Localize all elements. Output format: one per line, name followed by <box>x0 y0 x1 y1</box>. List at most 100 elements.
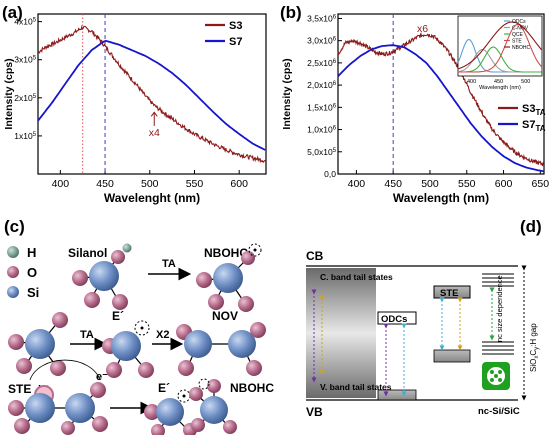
y-tick-label: 2x105 <box>14 93 36 103</box>
arrow-ta-1: TA <box>148 258 192 281</box>
x-axis-label: Wavelenght (nm) <box>104 191 200 205</box>
x-tick-label: 650 <box>532 178 550 190</box>
scale-annotation: x6 <box>417 23 428 35</box>
series-line-s3 <box>337 32 545 167</box>
y-tick-label: 5,0x105 <box>307 147 337 157</box>
e-prime-label-2: E´ <box>158 381 170 395</box>
nbohc-molecule-1: NBOHC <box>196 243 262 312</box>
ste-box-label: STE <box>440 288 458 299</box>
y-tick-label: 4x105 <box>14 17 36 27</box>
inset-legend-entry: C-NOV <box>512 26 529 32</box>
y-axis-label: Intensity (cps) <box>3 58 15 129</box>
nc-label: nc-Si/SiC <box>478 406 520 417</box>
nov-molecule: NOV <box>176 309 266 376</box>
panel-label-c: (c) <box>4 217 25 236</box>
annotation-arrowhead <box>150 111 158 117</box>
ste-label: STE <box>8 382 31 396</box>
nbohc-label-1: NBOHC <box>204 246 248 260</box>
ste-molecule: STE h⁺ e⁻ <box>8 359 108 435</box>
diagram-c: (c) H O Si Silanol TA <box>4 217 274 435</box>
odcs-box <box>377 311 417 325</box>
row2-molecule-left <box>8 312 68 376</box>
x-tick-label: 500 <box>141 178 159 190</box>
ste-box <box>433 285 471 299</box>
x-tick-label: 450 <box>96 178 114 190</box>
legend-si-label: Si <box>27 285 39 300</box>
arrow-x2: X2 <box>152 329 184 351</box>
nc-levels: nc size dependence <box>482 273 514 355</box>
nc-size-label: nc size dependence <box>495 275 504 342</box>
arrow-ta-1-label: TA <box>162 258 176 270</box>
y-tick-label: 3,5x106 <box>307 13 337 23</box>
x-tick-label: 600 <box>230 178 248 190</box>
legend-o-icon <box>7 266 19 278</box>
e-prime-molecule-1: E´ <box>102 309 154 378</box>
legend-entry: S7TA <box>522 119 546 133</box>
legend-entry: S3 <box>229 20 242 32</box>
gap-label: SiOxCy:H gap <box>529 323 540 372</box>
panel-label-a: (a) <box>2 3 23 22</box>
panel-c: (c) H O Si Silanol TA <box>0 212 292 435</box>
ste-lower-box <box>433 349 471 363</box>
inset-legend-entry: ODCs <box>512 19 526 25</box>
legend-si-icon <box>7 286 19 298</box>
y-tick-label: 1x105 <box>14 131 36 141</box>
y-tick-label: 1,0x106 <box>307 125 337 135</box>
series-line-s7 <box>337 44 545 173</box>
x-tick-label: 450 <box>384 178 402 190</box>
panel-b: (b) 400 450 500 550 600 650 0,0 5,0x105 1,0x106 1… <box>276 0 550 212</box>
arrow-ta-2-label: TA <box>80 329 94 341</box>
tail-states-block <box>306 268 376 398</box>
nanocrystal-icon <box>482 362 510 390</box>
legend-h-label: H <box>27 245 36 260</box>
nbohc-molecule-2: NBOHC <box>189 378 274 434</box>
chart-a: (a) 400 450 500 550 600 1x105 2x105 3x105 4x105 W… <box>2 3 267 205</box>
electron-label: e⁻ <box>96 371 108 383</box>
inset-series-qce <box>458 46 542 73</box>
odcs-lower-box <box>377 389 417 401</box>
silanol-label: Silanol <box>68 246 107 260</box>
x-tick-label: 400 <box>348 178 366 190</box>
chart-b: (b) 400 450 500 550 600 650 0,0 5,0x105 1,0x106 1… <box>280 3 550 205</box>
legend-o-label: O <box>27 265 37 280</box>
inset-x-tick-label: 400 <box>467 79 476 85</box>
inset-series-ste <box>458 23 542 73</box>
legend-h-icon <box>7 246 19 258</box>
series-line-s3 <box>37 24 266 164</box>
panel-d: (d) CB VB C. band tail states V. band ta… <box>292 212 550 435</box>
arrow-x2-label: X2 <box>156 329 169 341</box>
y-tick-label: 3x105 <box>14 55 36 65</box>
inset-legend-entry: NBOHC <box>512 45 530 51</box>
y-axis-label: Intensity (cps) <box>281 58 293 129</box>
panel-label-d: (d) <box>520 217 542 236</box>
nov-label: NOV <box>212 309 238 323</box>
scale-annotation: x4 <box>149 127 160 139</box>
odcs-label: ODCs <box>381 314 407 325</box>
e-prime-molecule-2: E´ <box>144 381 197 435</box>
x-axis-label: Wavelength (nm) <box>393 191 489 205</box>
series-line-s7 <box>37 39 266 151</box>
x-tick-label: 550 <box>186 178 204 190</box>
inset-x-axis-label: Wavelength (nm) <box>479 85 521 91</box>
plot-frame <box>337 13 545 175</box>
panel-label-b: (b) <box>280 3 302 22</box>
cb-label: CB <box>306 249 324 263</box>
x-tick-label: 600 <box>495 178 513 190</box>
y-tick-label: 2,5x106 <box>307 58 337 68</box>
inset-x-tick-label: 450 <box>494 79 503 85</box>
e-prime-label-1: E´ <box>112 309 124 323</box>
c-band-label: C. band tail states <box>320 272 393 282</box>
inset-series-nbohc <box>457 21 542 70</box>
inset-frame <box>457 15 543 77</box>
legend-entry: S3TA <box>522 103 546 117</box>
y-tick-label: 1,5x106 <box>307 102 337 112</box>
y-tick-label: 0,0 <box>324 169 336 179</box>
x-tick-label: 400 <box>52 178 70 190</box>
v-band-label: V. band tail states <box>320 382 392 392</box>
legend-entry: S7 <box>229 36 242 48</box>
diagram-d: (d) CB VB C. band tail states V. band ta… <box>306 217 542 419</box>
arrow-ta-2: TA <box>70 329 108 351</box>
y-tick-label: 2,0x106 <box>307 80 337 90</box>
x-tick-label: 500 <box>421 178 439 190</box>
